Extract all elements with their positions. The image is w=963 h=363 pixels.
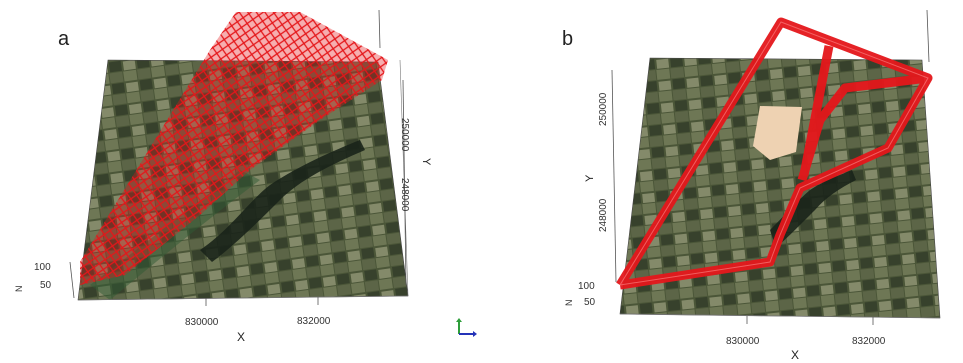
- y-axis-label: Y: [420, 158, 432, 165]
- panel-b: b 830000 832000 X 250000 248000 Y 100 50…: [480, 0, 963, 363]
- y-tick-label: 248000: [598, 199, 609, 232]
- panel-a: a 830000 832000 X 250000 248000 Y 100 50…: [0, 0, 480, 363]
- y-tick-label: 250000: [399, 118, 410, 151]
- panel-letter: a: [58, 28, 69, 51]
- z-axis-label: N: [564, 300, 574, 307]
- y-tick-label: 250000: [598, 93, 609, 126]
- z-axis-label: N: [14, 286, 24, 293]
- z-tick-label: 100: [578, 281, 595, 292]
- x-axis-label: X: [237, 330, 245, 344]
- building-footprint: [753, 106, 802, 160]
- y-tick-label: 248000: [399, 178, 410, 211]
- panel-letter: b: [562, 28, 573, 51]
- x-axis-label: X: [791, 348, 799, 362]
- y-axis-label: Y: [584, 175, 596, 182]
- z-tick-label: 50: [584, 297, 595, 308]
- x-tick-label: 830000: [726, 336, 759, 347]
- z-tick-label: 50: [40, 280, 51, 291]
- z-tick-label: 100: [34, 262, 51, 273]
- x-tick-label: 832000: [297, 316, 330, 327]
- x-tick-label: 830000: [185, 317, 218, 328]
- axis-triad-icon: [455, 318, 477, 340]
- x-tick-label: 832000: [852, 336, 885, 347]
- panel-b-scene: [480, 0, 963, 363]
